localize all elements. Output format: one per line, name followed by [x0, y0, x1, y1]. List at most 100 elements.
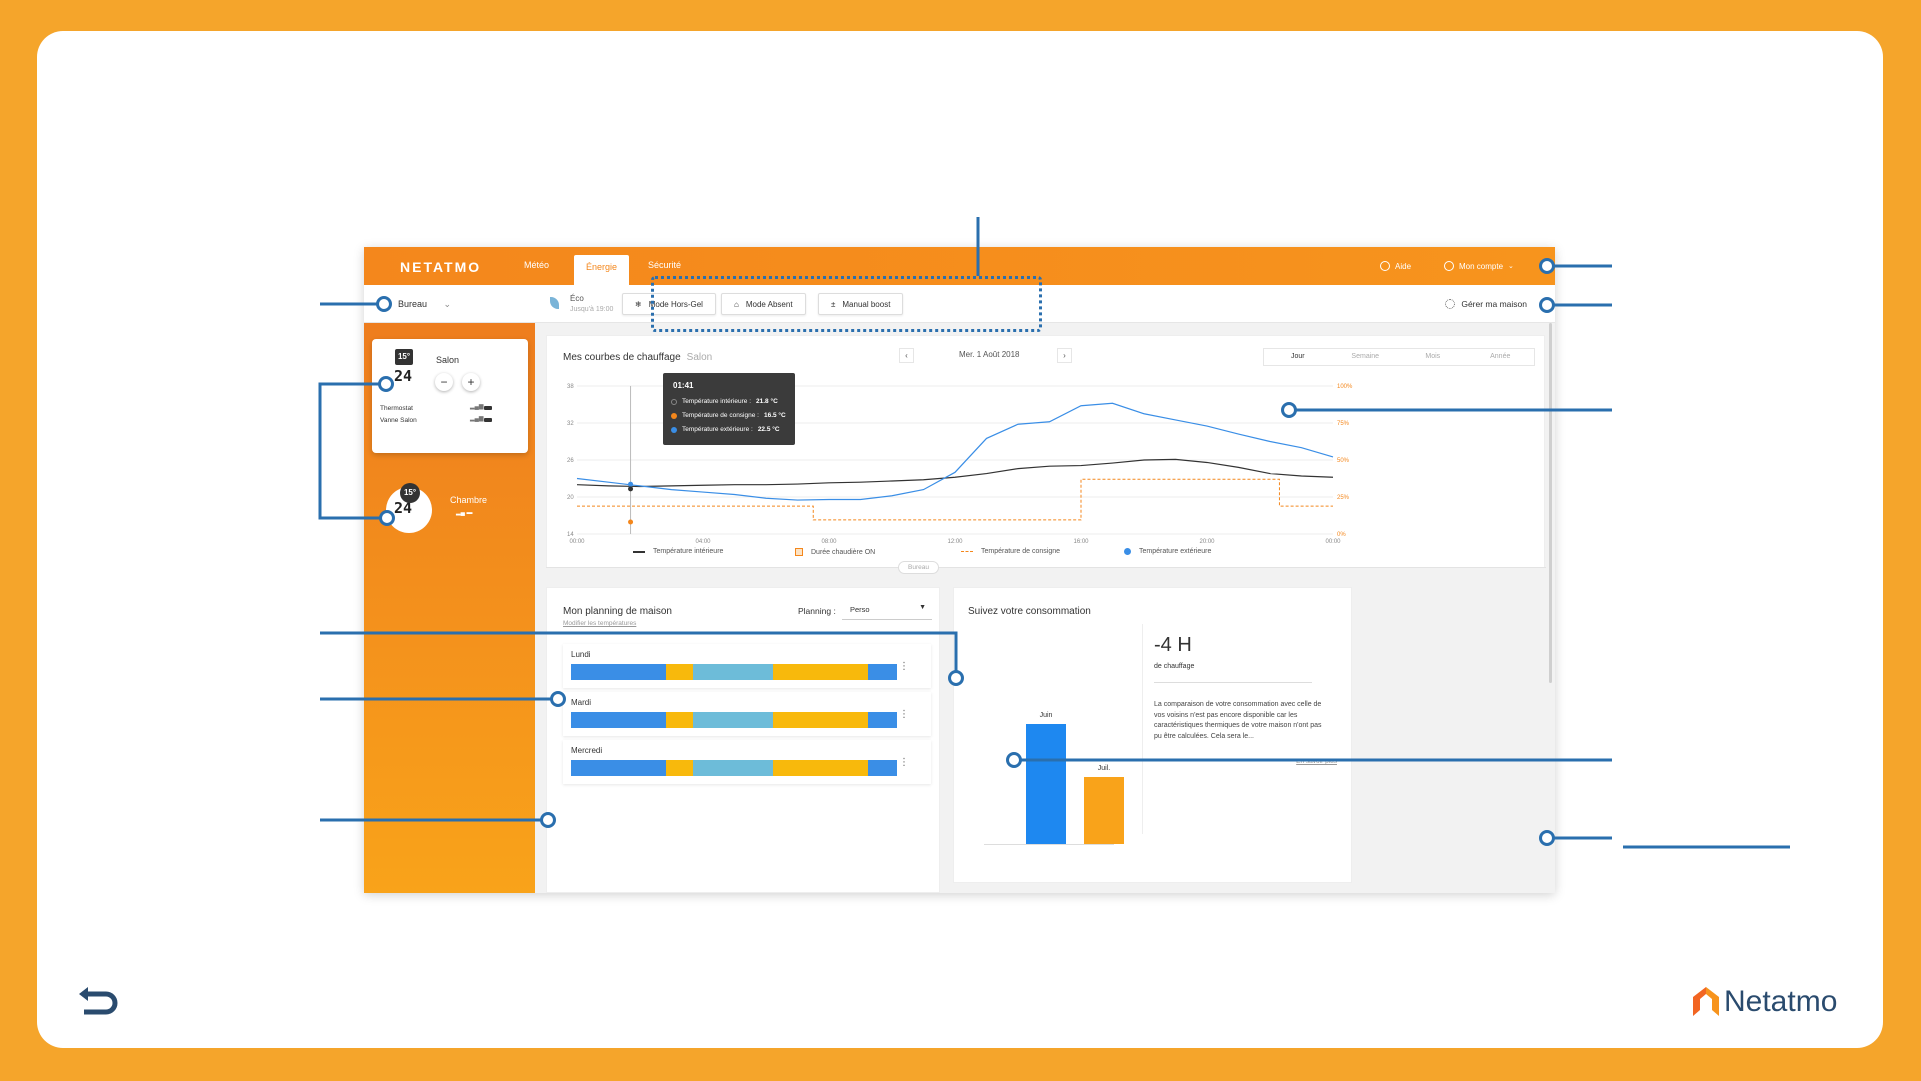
- prev-day-button[interactable]: ‹: [899, 348, 914, 363]
- schedule-segment[interactable]: [665, 760, 694, 776]
- frost-mode-label: Mode Hors-Gel: [648, 299, 703, 309]
- y-tick-label: 20: [567, 495, 574, 501]
- period-tab-year[interactable]: Année: [1490, 353, 1511, 360]
- schedule-segment[interactable]: [665, 664, 694, 680]
- dot-swatch-icon: [1124, 548, 1131, 555]
- day-timeline[interactable]: [571, 664, 897, 680]
- outdoor-temperature-line: [576, 402, 1334, 501]
- manage-home-link[interactable]: Gérer ma maison: [1445, 299, 1527, 309]
- learn-more-link[interactable]: En savoir plus: [1296, 758, 1337, 765]
- day-schedule[interactable]: Lundi ⋮: [563, 644, 931, 688]
- x-tick-label: 12:00: [947, 539, 963, 545]
- home-select[interactable]: Bureau ⌄: [398, 299, 451, 310]
- help-label: Aide: [1395, 261, 1412, 271]
- indoor-temperature-line: [576, 458, 1334, 488]
- dot-icon: [671, 426, 677, 433]
- device-thermostat: Thermostat: [380, 405, 413, 412]
- more-options-icon[interactable]: ⋮: [899, 757, 909, 768]
- edit-temperatures-link[interactable]: Modifier les températures: [563, 620, 637, 627]
- help-icon: [1380, 261, 1390, 271]
- tab-securite[interactable]: Sécurité: [648, 260, 682, 270]
- room-card-salon[interactable]: 15° 24 Salon − + Thermostat ▂▄▆ Vanne Sa…: [372, 339, 528, 453]
- y-tick-label: 14: [567, 532, 574, 538]
- current-date: Mer. 1 Août 2018: [959, 350, 1020, 359]
- away-mode-button[interactable]: ⌂ Mode Absent: [721, 293, 806, 315]
- day-name: Lundi: [571, 650, 591, 659]
- more-options-icon[interactable]: ⋮: [899, 709, 909, 720]
- schedule-segment[interactable]: [773, 712, 868, 728]
- period-tab-week[interactable]: Semaine: [1351, 353, 1380, 360]
- scrollbar[interactable]: [1549, 323, 1552, 893]
- brand-logo: NETATMO: [400, 259, 482, 275]
- indoor-point: [628, 486, 634, 492]
- day-timeline[interactable]: [571, 712, 897, 728]
- consumption-title: Suivez votre consommation: [968, 606, 1091, 617]
- more-options-icon[interactable]: ⋮: [899, 661, 909, 672]
- day-schedule[interactable]: Mercredi ⋮: [563, 740, 931, 784]
- manual-boost-label: Manual boost: [842, 299, 891, 309]
- consumption-delta: -4 H: [1154, 634, 1192, 656]
- tooltip-value: 16.5 °C: [763, 412, 786, 419]
- y-right-tick-label: 75%: [1337, 421, 1350, 427]
- schedule-segment[interactable]: [867, 712, 897, 728]
- schedule-segment[interactable]: [571, 712, 666, 728]
- manual-boost-button[interactable]: ± Manual boost: [818, 293, 904, 315]
- eco-mode-until: Jusqu'à 19:00: [570, 306, 614, 313]
- tab-energie[interactable]: Énergie: [574, 255, 630, 285]
- back-arrow-icon[interactable]: [78, 985, 120, 1015]
- schedule-segment[interactable]: [867, 760, 897, 776]
- chevron-down-icon: ⌄: [443, 299, 452, 309]
- line-swatch-icon: [633, 550, 645, 553]
- chart-room: Salon: [686, 352, 713, 363]
- heating-chart[interactable]: 14 0% 20 25% 26 50% 32 75% 38 100% 00:00 04:00 08:00…: [547, 336, 1546, 569]
- schedule-segment[interactable]: [773, 664, 868, 680]
- schedule-segment[interactable]: [693, 712, 774, 728]
- increase-button[interactable]: +: [462, 373, 480, 391]
- period-tab-month[interactable]: Mois: [1425, 353, 1441, 360]
- schedule-segment[interactable]: [571, 760, 666, 776]
- schedule-segment[interactable]: [867, 664, 897, 680]
- help-link[interactable]: Aide: [1380, 261, 1411, 271]
- y-right-tick-label: 25%: [1337, 495, 1350, 501]
- legend-setpoint: Température de consigne: [961, 548, 1060, 555]
- account-menu[interactable]: Mon compte ⌄: [1444, 261, 1514, 271]
- day-timeline[interactable]: [571, 760, 897, 776]
- tooltip-time: 01:41: [673, 381, 694, 390]
- account-label: Mon compte: [1459, 261, 1504, 271]
- boiler-on-line: [577, 478, 1333, 521]
- period-tab-day[interactable]: Jour: [1290, 353, 1305, 360]
- room-temperature: 24: [394, 499, 413, 517]
- plus-minus-icon: ±: [831, 299, 836, 309]
- snowflake-icon: ❄: [635, 299, 642, 309]
- box-swatch-icon: [795, 548, 803, 556]
- dashed-swatch-icon: [961, 551, 973, 552]
- schedule-segment[interactable]: [665, 712, 694, 728]
- planning-select[interactable]: Perso ▼: [842, 600, 932, 620]
- schedule-segment[interactable]: [693, 664, 774, 680]
- modes-highlight: [651, 276, 1042, 332]
- schedule-segment[interactable]: [571, 664, 666, 680]
- next-day-button[interactable]: ›: [1057, 348, 1072, 363]
- eco-mode-status: Éco Jusqu'à 19:00: [550, 293, 614, 315]
- device-valve: Vanne Salon: [380, 417, 417, 424]
- y-right-tick-label: 0%: [1337, 532, 1346, 538]
- consumption-bar-label: Juin: [1039, 712, 1053, 719]
- decrease-button[interactable]: −: [435, 373, 453, 391]
- setpoint-badge: 15°: [400, 483, 420, 503]
- baseline: [984, 844, 1114, 845]
- day-schedule[interactable]: Mardi ⋮: [563, 692, 931, 736]
- user-icon: [1444, 261, 1454, 271]
- schedule-segment[interactable]: [693, 760, 774, 776]
- chart-title: Mes courbes de chauffage Salon: [563, 352, 712, 363]
- outdoor-point: [628, 481, 634, 487]
- consumption-caption: de chauffage: [1154, 663, 1195, 670]
- y-right-tick-label: 50%: [1337, 458, 1350, 464]
- schedule-segment[interactable]: [773, 760, 868, 776]
- planning-panel: Mon planning de maison Modifier les temp…: [546, 587, 940, 893]
- tab-meteo[interactable]: Météo: [524, 260, 550, 270]
- scrollbar-thumb[interactable]: [1549, 323, 1552, 683]
- frost-mode-button[interactable]: ❄ Mode Hors-Gel: [622, 293, 716, 315]
- home-toolbar: Bureau ⌄ Éco Jusqu'à 19:00 ❄ Mode Hors-G…: [364, 285, 1555, 323]
- away-mode-label: Mode Absent: [745, 299, 793, 309]
- y-tick-label: 38: [567, 384, 574, 390]
